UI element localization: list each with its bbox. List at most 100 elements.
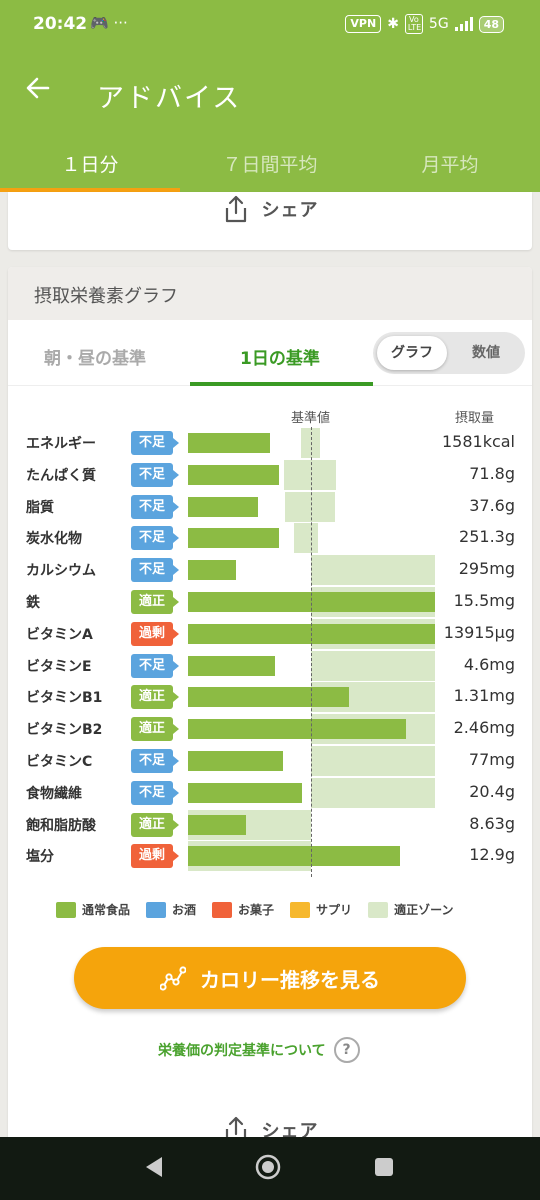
- nutrient-name: 脂質: [26, 499, 54, 516]
- bottom-share-button[interactable]: シェア: [8, 1115, 532, 1145]
- nutrient-name: ビタミンB1: [26, 690, 103, 707]
- legend-label: 通常食品: [82, 903, 131, 917]
- status-badge: 不足: [131, 494, 179, 519]
- legend-swatch: [146, 901, 167, 918]
- nutrient-name: ビタミンB2: [26, 722, 103, 739]
- share-button[interactable]: シェア: [8, 194, 532, 224]
- intake-bar: [188, 814, 246, 835]
- status-badge: 適正: [131, 812, 179, 837]
- nav-recents-icon[interactable]: [372, 1153, 396, 1181]
- toggle-numbers[interactable]: 数値: [472, 345, 500, 361]
- intake-value: 251.3g: [459, 527, 515, 547]
- status-right: VPN ✱ Vo LTE 5G 48: [345, 14, 504, 34]
- status-badge: 不足: [131, 462, 179, 487]
- page-title: アドバイス: [97, 83, 242, 114]
- intake-value: 71.8g: [469, 463, 515, 483]
- intake-value: 20.4g: [469, 781, 515, 801]
- cta-label: カロリー推移を見る: [200, 967, 380, 992]
- tab-daily-basis[interactable]: 1日の基準: [240, 349, 320, 369]
- nav-back-icon[interactable]: [142, 1153, 166, 1181]
- legend-swatch: [290, 901, 311, 918]
- status-badge: 過剰: [131, 844, 179, 869]
- legend-label: お菓子: [238, 903, 275, 917]
- intake-bar: [188, 496, 259, 517]
- intake-value: 1581kcal: [441, 432, 515, 451]
- game-controller-icon: 🎮: [90, 14, 109, 32]
- nutrient-row: 塩分 過剰 12.9g: [8, 840, 532, 872]
- toggle-graph[interactable]: グラフ: [377, 336, 447, 370]
- nutrient-row: 脂質 不足 37.6g: [8, 491, 532, 523]
- share-card: シェア: [8, 192, 532, 250]
- tab-morning-noon-basis[interactable]: 朝・昼の基準: [44, 349, 146, 369]
- legend-label: サプリ: [316, 903, 353, 917]
- status-badge: 不足: [131, 749, 179, 773]
- status-badge: 不足: [131, 653, 179, 678]
- nutrient-row: たんぱく質 不足 71.8g: [8, 459, 532, 491]
- intake-bar: [188, 751, 283, 771]
- intake-bar: [188, 719, 407, 740]
- tab-one-day[interactable]: １日分: [0, 130, 180, 192]
- status-badge: 過剰: [131, 621, 179, 646]
- appropriate-zone: [301, 428, 320, 458]
- intake-bar: [188, 687, 350, 708]
- reference-value-header: 基準値: [291, 411, 331, 426]
- nutrient-name: 食物繊維: [26, 785, 82, 802]
- nutrient-name: ビタミンE: [26, 658, 92, 675]
- intake-bar: [188, 433, 271, 453]
- reference-line: [311, 427, 312, 877]
- nutrient-row: 飽和脂肪酸 適正 8.63g: [8, 809, 532, 841]
- battery-icon: 48: [478, 15, 504, 33]
- top-bar: 20:42 🎮 ··· VPN ✱ Vo LTE 5G 48 アドバイス １日分…: [0, 0, 540, 192]
- status-badge: 不足: [131, 431, 179, 455]
- nutrient-row: カルシウム 不足 295mg: [8, 554, 532, 586]
- tab-monthly-average[interactable]: 月平均: [421, 154, 479, 176]
- status-badge: 不足: [131, 526, 179, 551]
- criteria-label: 栄養価の判定基準について: [158, 1043, 326, 1059]
- legend-item: サプリ: [290, 901, 352, 918]
- nutrient-name: たんぱく質: [26, 467, 96, 484]
- intake-bar: [188, 782, 303, 803]
- intake-value: 1.31mg: [453, 686, 515, 706]
- legend-swatch: [56, 901, 76, 918]
- tab-seven-day-average[interactable]: ７日間平均: [222, 154, 318, 176]
- view-calorie-trend-button[interactable]: カロリー推移を見る: [74, 947, 466, 1009]
- app-bar: アドバイス: [0, 60, 540, 124]
- intake-value: 13915μg: [443, 622, 515, 642]
- nutrient-name: 炭水化物: [26, 531, 82, 548]
- period-tabs: １日分 ７日間平均 月平均: [0, 130, 540, 192]
- status-badge: 不足: [131, 558, 179, 583]
- signal-icon: [454, 17, 473, 31]
- intake-value: 12.9g: [469, 845, 515, 865]
- intake-value: 77mg: [468, 750, 515, 769]
- status-extra: ···: [113, 14, 128, 32]
- intake-value: 15.5mg: [453, 591, 515, 610]
- appropriate-zone: [311, 777, 435, 808]
- legend-label: お酒: [172, 903, 197, 917]
- trend-chart-icon: [160, 966, 186, 991]
- intake-value: 4.6mg: [463, 654, 515, 674]
- intake-header: 摂取量: [455, 411, 495, 426]
- arrow-left-icon[interactable]: [24, 74, 52, 102]
- legend-item: お酒: [146, 901, 196, 918]
- nutrient-name: ビタミンA: [26, 626, 93, 643]
- share-label: シェア: [261, 200, 319, 221]
- intake-value: 295mg: [458, 559, 515, 579]
- nutrient-row: ビタミンE 不足 4.6mg: [8, 650, 532, 682]
- nutrient-row: 鉄 適正 15.5mg: [8, 586, 532, 618]
- nutrient-name: 飽和脂肪酸: [26, 817, 96, 834]
- appropriate-zone: [311, 746, 435, 776]
- appropriate-zone: [285, 491, 335, 522]
- nutrient-name: ビタミンC: [26, 754, 93, 770]
- appropriate-zone: [311, 555, 435, 586]
- legend-swatch: [368, 901, 389, 918]
- volte-icon: Vo LTE: [404, 14, 423, 34]
- nutrient-row: ビタミンA 過剰 13915μg: [8, 618, 532, 650]
- help-icon: ?: [333, 1037, 360, 1063]
- intake-value: 2.46mg: [453, 718, 515, 738]
- nutrient-name: エネルギー: [26, 436, 96, 452]
- appropriate-zone: [283, 459, 336, 490]
- judgment-criteria-link[interactable]: 栄養価の判定基準について ?: [158, 1037, 360, 1063]
- legend-swatch: [212, 901, 233, 918]
- nutrient-row: エネルギー 不足 1581kcal: [8, 427, 532, 459]
- nav-home-icon[interactable]: [254, 1153, 282, 1181]
